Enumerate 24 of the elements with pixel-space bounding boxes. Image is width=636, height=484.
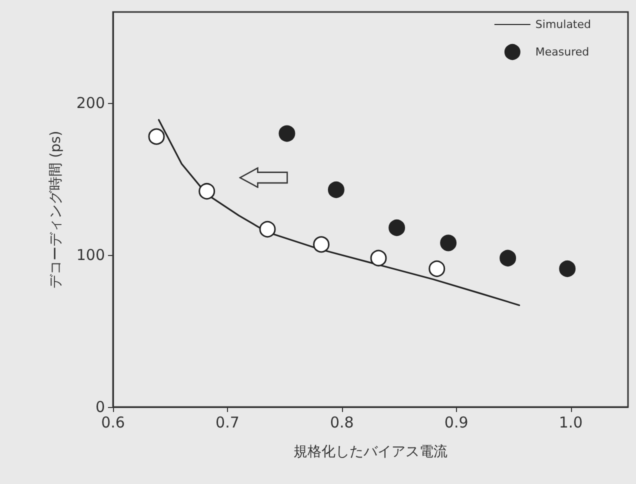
point <box>370 250 387 266</box>
legend-label: Measured <box>535 46 590 58</box>
point <box>148 128 165 145</box>
point <box>278 125 296 142</box>
x-tick-label: 0.7 <box>216 414 240 432</box>
y-tick-label: 100 <box>76 246 105 264</box>
point <box>388 219 406 236</box>
point <box>313 236 330 253</box>
x-tick-label: 0.6 <box>101 414 125 432</box>
y-axis-title: デコーディング時間 (ps) <box>48 130 64 288</box>
x-tick-label: 1.0 <box>558 414 583 432</box>
point <box>198 183 216 200</box>
point <box>259 221 276 238</box>
y-tick-label: 200 <box>76 94 105 112</box>
point <box>440 234 457 252</box>
point <box>559 260 576 277</box>
x-tick-label: 0.8 <box>330 414 354 432</box>
x-axis-title: 規格化したバイアス電流 <box>294 444 448 460</box>
x-tick-label: 0.9 <box>444 414 468 432</box>
point <box>428 260 446 277</box>
point <box>500 250 516 266</box>
y-tick-label: 0 <box>95 398 105 416</box>
point <box>328 182 344 198</box>
legend-label: Simulated <box>535 18 592 31</box>
